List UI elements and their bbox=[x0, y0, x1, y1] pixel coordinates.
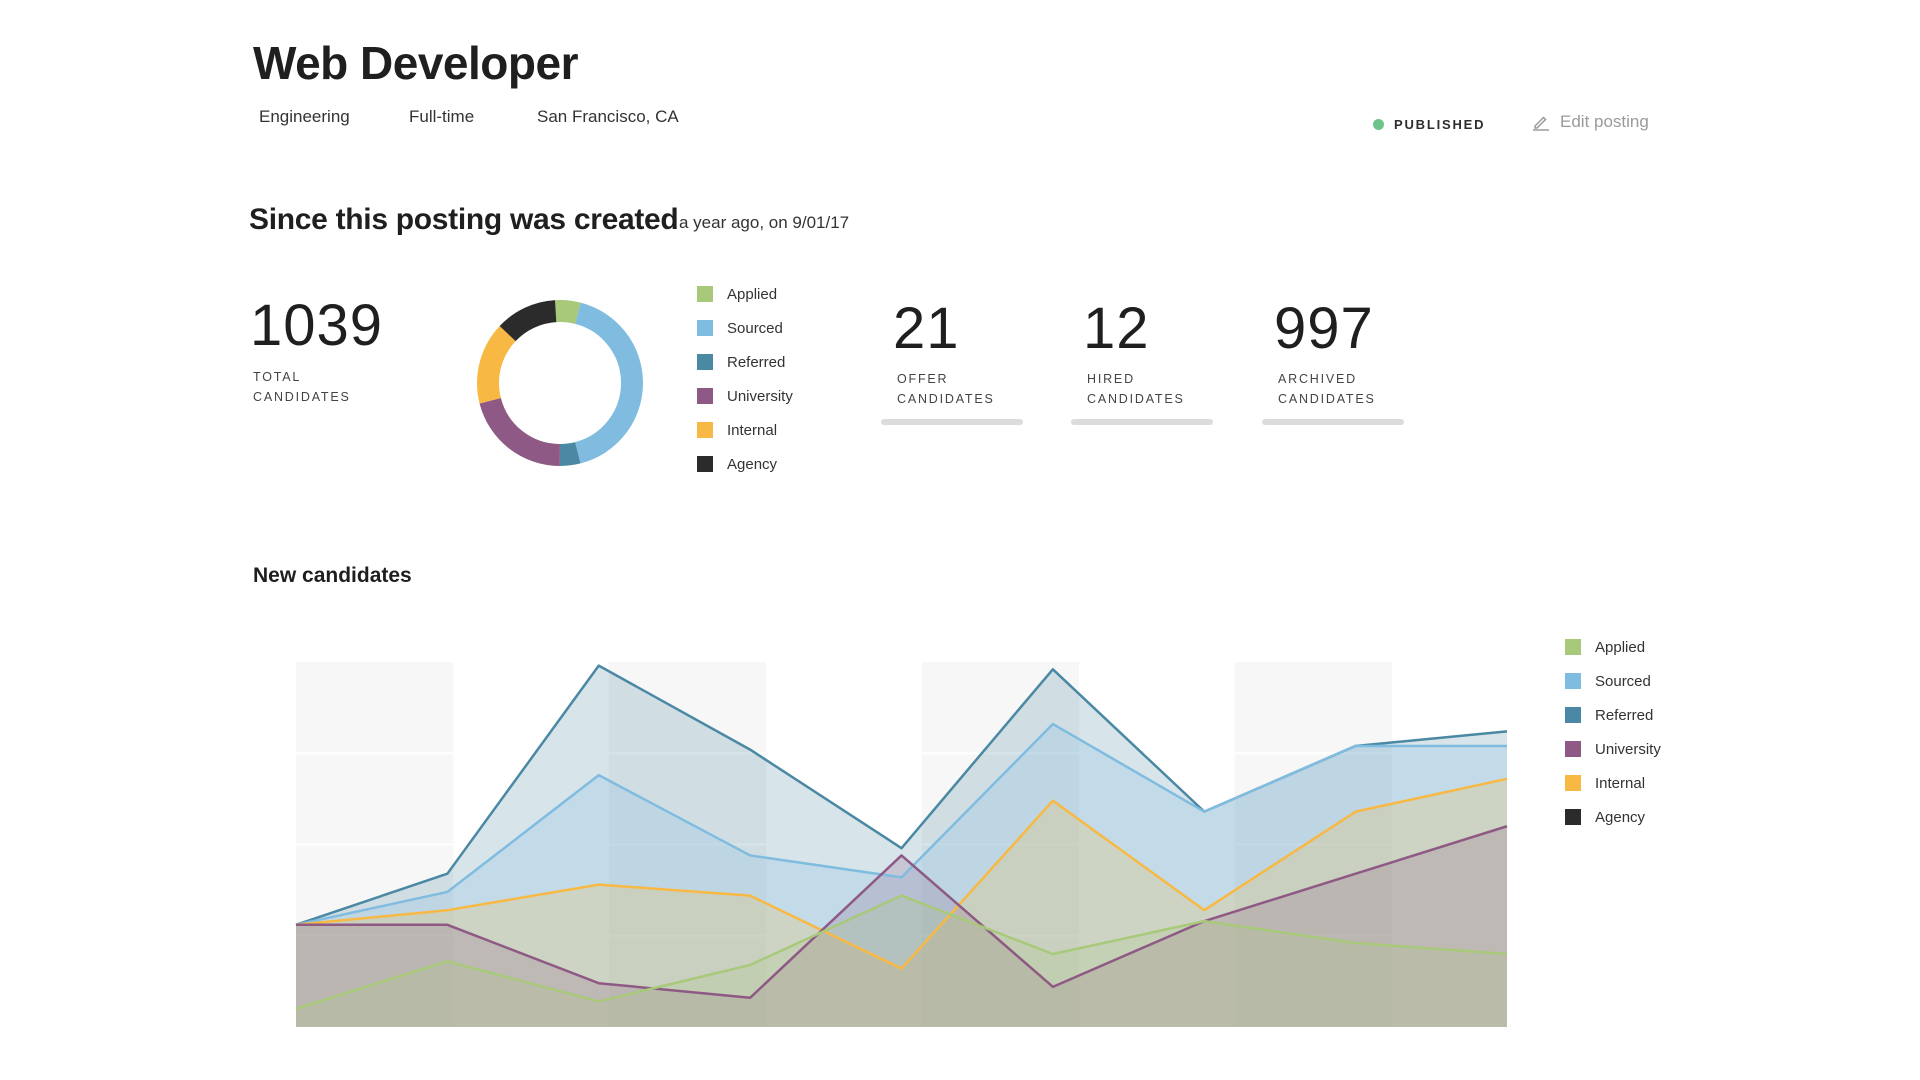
legend-swatch bbox=[697, 388, 713, 404]
area-legend-sourced: Sourced bbox=[1565, 671, 1661, 691]
archived-candidates-value: 997 bbox=[1274, 296, 1374, 361]
offer-candidates-label: OFFER CANDIDATES bbox=[897, 369, 1023, 409]
line-internal bbox=[295, 777, 1508, 970]
legend-label: Internal bbox=[727, 421, 778, 439]
area-internal bbox=[296, 778, 1507, 1027]
hired-label-line2: CANDIDATES bbox=[1087, 392, 1185, 406]
offer-candidates-value: 21 bbox=[893, 296, 960, 361]
legend-label: University bbox=[1595, 740, 1661, 758]
legend-label: Internal bbox=[1595, 774, 1646, 792]
legend-label: Referred bbox=[1595, 706, 1654, 724]
legend-swatch bbox=[1565, 741, 1581, 757]
archived-label-line1: ARCHIVED bbox=[1278, 372, 1357, 386]
legend-swatch bbox=[697, 286, 713, 302]
hired-label-line1: HIRED bbox=[1087, 372, 1135, 386]
edit-posting-label: Edit posting bbox=[1560, 112, 1649, 131]
page-title: Web Developer bbox=[253, 37, 578, 89]
total-label-line1: TOTAL bbox=[253, 370, 302, 384]
donut-legend-sourced: Sourced bbox=[697, 318, 793, 338]
line-sourced bbox=[295, 722, 1507, 927]
legend-label: University bbox=[727, 387, 793, 405]
legend-label: Applied bbox=[1595, 638, 1646, 656]
job-department: Engineering bbox=[259, 107, 350, 126]
legend-label: Sourced bbox=[727, 319, 783, 337]
legend-swatch bbox=[1565, 639, 1581, 655]
area-applied bbox=[296, 895, 1507, 1027]
area-chart-legend: Applied Sourced Referred University Internal… bbox=[1565, 637, 1661, 841]
offer-label-line2: CANDIDATES bbox=[897, 392, 995, 406]
line-applied bbox=[295, 894, 1508, 1010]
summary-subtitle: a year ago, on 9/01/17 bbox=[679, 213, 850, 232]
line-university bbox=[296, 825, 1508, 1000]
legend-swatch bbox=[1565, 809, 1581, 825]
legend-label: Agency bbox=[727, 455, 778, 473]
pencil-icon bbox=[1533, 116, 1549, 131]
offer-candidates-stat[interactable]: 21 OFFER CANDIDATES bbox=[881, 300, 1023, 425]
donut-legend-applied: Applied bbox=[697, 284, 793, 304]
hired-candidates-stat[interactable]: 12 HIRED CANDIDATES bbox=[1071, 300, 1213, 425]
status-dot-icon bbox=[1373, 119, 1384, 130]
area-referred bbox=[296, 665, 1507, 1027]
legend-swatch bbox=[1565, 673, 1581, 689]
area-sourced bbox=[296, 724, 1507, 1027]
donut-slice-internal[interactable] bbox=[477, 300, 643, 466]
donut-slice-referred[interactable] bbox=[477, 300, 643, 466]
donut-legend-university: University bbox=[697, 386, 793, 406]
source-donut-chart bbox=[477, 300, 643, 466]
job-location: San Francisco, CA bbox=[537, 107, 679, 126]
legend-label: Agency bbox=[1595, 808, 1646, 826]
total-candidates-value: 1039 bbox=[250, 293, 384, 358]
legend-label: Sourced bbox=[1595, 672, 1651, 690]
legend-swatch bbox=[697, 320, 713, 336]
donut-legend: Applied Sourced Referred University Internal… bbox=[697, 284, 793, 488]
donut-slice-sourced[interactable] bbox=[477, 300, 643, 466]
hired-candidates-value: 12 bbox=[1083, 296, 1150, 361]
legend-swatch bbox=[697, 354, 713, 370]
legend-swatch bbox=[1565, 707, 1581, 723]
area-legend-university: University bbox=[1565, 739, 1661, 759]
total-label-line2: CANDIDATES bbox=[253, 390, 351, 404]
job-type: Full-time bbox=[409, 107, 475, 126]
legend-label: Applied bbox=[727, 285, 778, 303]
offer-label-line1: OFFER bbox=[897, 372, 949, 386]
status-badge: PUBLISHED bbox=[1373, 117, 1485, 132]
area-legend-referred: Referred bbox=[1565, 705, 1661, 725]
offer-candidates-underline bbox=[881, 419, 1023, 425]
hired-candidates-underline bbox=[1071, 419, 1213, 425]
edit-posting-button[interactable]: Edit posting bbox=[1532, 112, 1649, 132]
donut-legend-agency: Agency bbox=[697, 454, 793, 474]
legend-swatch bbox=[697, 456, 713, 472]
legend-swatch bbox=[1565, 775, 1581, 791]
archived-label-line2: CANDIDATES bbox=[1278, 392, 1376, 406]
archived-candidates-stat[interactable]: 997 ARCHIVED CANDIDATES bbox=[1262, 300, 1404, 425]
donut-slice-applied[interactable] bbox=[477, 300, 643, 466]
archived-candidates-underline bbox=[1262, 419, 1404, 425]
area-legend-agency: Agency bbox=[1565, 807, 1661, 827]
status-label: PUBLISHED bbox=[1394, 117, 1486, 132]
archived-candidates-label: ARCHIVED CANDIDATES bbox=[1278, 369, 1404, 409]
summary-title: Since this posting was created bbox=[249, 203, 679, 236]
donut-legend-internal: Internal bbox=[697, 420, 793, 440]
area-legend-applied: Applied bbox=[1565, 637, 1661, 657]
legend-label: Referred bbox=[727, 353, 786, 371]
donut-legend-referred: Referred bbox=[697, 352, 793, 372]
hired-candidates-label: HIRED CANDIDATES bbox=[1087, 369, 1213, 409]
area-university bbox=[296, 826, 1507, 1027]
new-candidates-title: New candidates bbox=[253, 564, 412, 587]
legend-swatch bbox=[697, 422, 713, 438]
area-legend-internal: Internal bbox=[1565, 773, 1661, 793]
total-candidates-label: TOTAL CANDIDATES bbox=[253, 367, 383, 407]
total-candidates-stat: 1039 TOTAL CANDIDATES bbox=[250, 297, 383, 407]
